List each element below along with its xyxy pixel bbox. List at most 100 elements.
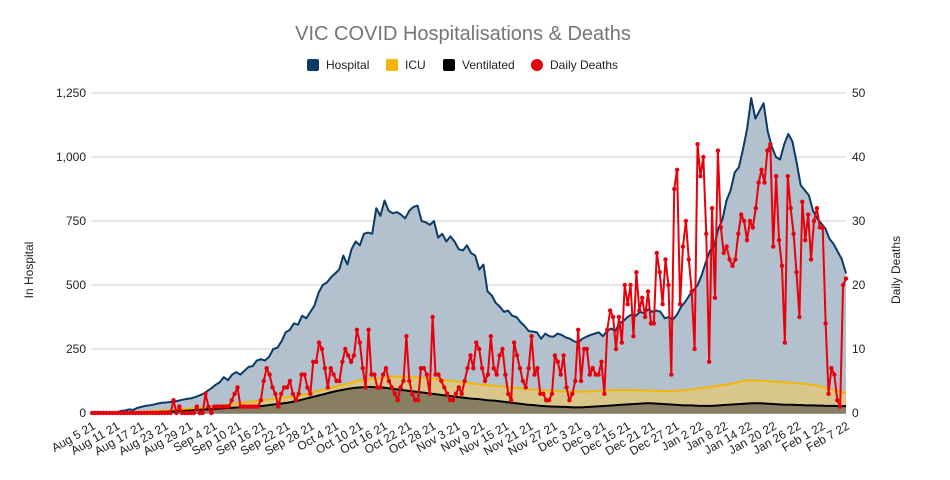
death-point (677, 302, 683, 307)
death-point (549, 391, 555, 396)
death-point (476, 346, 482, 352)
death-point (174, 410, 179, 416)
death-point (316, 340, 322, 345)
death-point (773, 174, 779, 179)
death-point (590, 366, 595, 371)
death-point (471, 366, 476, 371)
death-point (768, 142, 773, 147)
death-point (820, 225, 825, 230)
death-point (360, 366, 365, 371)
death-point (622, 282, 627, 288)
y2-axis-title: Daily Deaths (889, 236, 903, 304)
death-point (616, 314, 622, 320)
death-point (372, 372, 377, 377)
death-point (721, 250, 726, 256)
death-point (415, 398, 421, 403)
death-point (706, 359, 712, 364)
death-point (462, 378, 467, 384)
death-point (631, 334, 636, 339)
death-point (674, 167, 680, 172)
death-point (456, 385, 462, 390)
death-point (395, 398, 400, 403)
death-point (570, 391, 575, 396)
legend-label: Hospital (326, 58, 369, 72)
death-point (741, 218, 747, 224)
death-point (704, 231, 709, 236)
death-point (325, 385, 331, 390)
legend-label: Ventilated (462, 58, 515, 72)
death-point (345, 353, 351, 358)
death-point (814, 206, 820, 211)
death-point (322, 366, 328, 371)
death-point (203, 391, 208, 396)
y-tick-label: 750 (66, 214, 86, 228)
death-point (267, 372, 272, 377)
death-point (642, 314, 648, 320)
death-point (785, 174, 790, 179)
death-point (765, 148, 770, 153)
death-point (736, 231, 741, 236)
death-point (459, 391, 464, 396)
death-point (517, 366, 523, 371)
death-point (599, 359, 604, 364)
y-axis-left: 0 250 500 750 1,000 1,250 (56, 86, 86, 420)
death-point (753, 206, 758, 211)
death-point (596, 372, 601, 377)
death-point (552, 353, 558, 358)
death-point (194, 404, 199, 409)
death-point (191, 410, 197, 416)
death-point (506, 391, 511, 396)
death-point (613, 346, 619, 352)
death-point (293, 398, 298, 403)
death-point (404, 334, 409, 339)
death-point (762, 180, 767, 185)
death-point (232, 391, 237, 396)
y2-tick-label: 0 (852, 406, 859, 420)
legend-swatch (531, 59, 543, 71)
death-point (832, 372, 837, 377)
death-point (264, 366, 269, 371)
death-point (680, 244, 686, 249)
death-point (561, 353, 566, 358)
y2-tick-label: 20 (852, 278, 866, 292)
legend-item: Hospital (307, 58, 369, 72)
death-point (357, 340, 363, 345)
death-point (378, 385, 383, 390)
death-point (776, 238, 782, 243)
death-point (610, 314, 616, 320)
death-point (602, 391, 607, 396)
death-point (284, 385, 290, 390)
death-point (439, 378, 444, 384)
death-point (209, 410, 214, 416)
death-point (206, 404, 211, 409)
death-point (328, 366, 333, 371)
death-point (500, 346, 505, 352)
death-point (354, 327, 360, 332)
death-point (756, 180, 761, 185)
death-point (575, 327, 581, 332)
death-point (555, 359, 560, 364)
death-point (541, 391, 546, 396)
death-point (564, 385, 569, 390)
death-point (340, 359, 345, 364)
death-point (313, 359, 319, 364)
death-point (497, 353, 502, 358)
death-point (628, 282, 633, 288)
death-point (692, 346, 697, 352)
legend: Hospital ICU Ventilated Daily Deaths (307, 58, 618, 72)
death-point (401, 378, 406, 384)
death-point (669, 372, 674, 377)
death-point (430, 314, 435, 320)
death-point (474, 340, 479, 345)
death-point (398, 385, 403, 390)
death-point (578, 378, 584, 384)
death-point (811, 218, 817, 224)
death-point (200, 410, 205, 416)
death-point (392, 391, 397, 396)
death-point (348, 359, 354, 364)
y-axis-title: In Hospital (22, 242, 36, 299)
death-point (645, 289, 651, 294)
legend-swatch (443, 59, 455, 71)
death-point (514, 353, 520, 358)
